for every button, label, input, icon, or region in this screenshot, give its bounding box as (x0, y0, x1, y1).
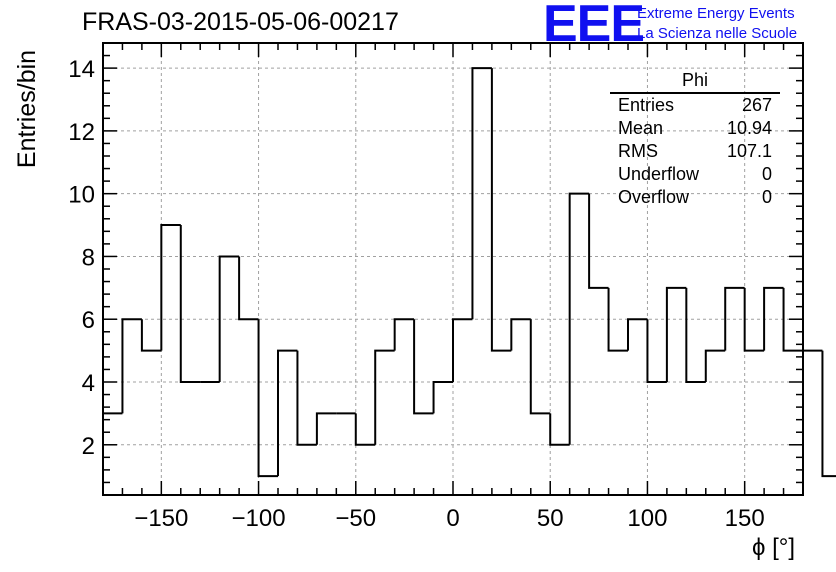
y-tick-label: 12 (68, 119, 95, 146)
stats-label: Entries (618, 95, 675, 115)
x-tick-label: 0 (446, 505, 459, 532)
histogram-bin (140, 319, 162, 352)
histogram-bin (315, 412, 337, 445)
stats-value: 10.94 (726, 118, 772, 138)
histogram-bin (529, 319, 551, 415)
histogram-bin (452, 318, 473, 382)
stats-label: RMS (618, 141, 658, 161)
histogram-bin (374, 349, 395, 445)
histogram-bin (743, 287, 765, 352)
histogram-bin (763, 286, 784, 351)
histogram-bars (103, 67, 836, 478)
y-tick-label: 10 (68, 182, 95, 209)
histogram-bin (627, 318, 648, 351)
stats-value: 0 (761, 187, 772, 207)
y-tick-label: 4 (82, 370, 95, 397)
histogram-bin (121, 318, 142, 414)
tick-marks (102, 42, 804, 496)
histogram-bin (821, 350, 836, 478)
histogram-bin (782, 287, 803, 352)
stats-label: Underflow (618, 164, 700, 184)
x-tick-label: −50 (335, 505, 376, 532)
chart-title: FRAS-03-2015-05-06-00217 (82, 8, 399, 36)
histogram-bin (607, 287, 628, 352)
stats-row-underflow: Underflow 0 (610, 163, 780, 186)
histogram-bin (238, 256, 259, 321)
histogram-bin (257, 319, 278, 478)
x-tick-label: −150 (134, 505, 188, 532)
x-tick-label: 50 (537, 505, 564, 532)
stats-row-mean: Mean 10.94 (610, 117, 780, 140)
histogram-bin (393, 318, 415, 351)
histogram-bin (179, 225, 201, 383)
logo-caption-line1: Extreme Energy Events (637, 5, 795, 22)
histogram-bin (549, 413, 570, 446)
stats-row-entries: Entries 267 (610, 94, 780, 117)
histogram-bin (704, 349, 726, 382)
y-tick-label: 6 (82, 307, 95, 334)
histogram-bin (685, 287, 706, 383)
stats-row-overflow: Overflow 0 (610, 186, 780, 209)
histogram-bin (432, 381, 453, 414)
y-tick-label: 14 (68, 56, 95, 83)
histogram-bin (218, 255, 240, 382)
histogram-bin (490, 68, 512, 352)
histogram-bin (471, 67, 492, 320)
x-tick-label: −100 (232, 505, 286, 532)
stats-title: Phi (610, 70, 780, 94)
histogram-bin (277, 349, 298, 477)
histogram-bin (413, 319, 434, 415)
histogram-bin (724, 286, 745, 351)
stats-row-rms: RMS 107.1 (610, 140, 780, 163)
x-tick-label: 150 (725, 505, 765, 532)
histogram-bin (588, 193, 609, 289)
histogram-bin (510, 318, 531, 351)
histogram-bin (354, 413, 376, 446)
logo-caption-line2: La Scienza nelle Scuole (637, 25, 798, 42)
tick-labels: −150 −100 −50 0 50 100 150 2 4 6 8 10 12 14 (68, 56, 764, 532)
stats-value: 0 (761, 164, 772, 184)
y-axis-label: Entries/bin (13, 49, 41, 169)
stats-value: 267 (741, 95, 772, 115)
stats-value: 107.1 (726, 141, 772, 161)
x-tick-label: 100 (627, 505, 667, 532)
histogram-bin (568, 192, 590, 445)
histogram-bin (665, 286, 687, 382)
histogram-bin (160, 224, 181, 351)
x-axis-label: ϕ [°] (752, 534, 796, 561)
stats-label: Mean (618, 118, 664, 138)
histogram-bin (646, 319, 667, 383)
logo-caption: Extreme Energy Events La Scienza nelle S… (637, 4, 797, 44)
y-tick-label: 8 (82, 244, 95, 271)
y-tick-label: 2 (82, 433, 95, 460)
eee-logo: EEE (543, 0, 645, 53)
histogram-bin (296, 350, 317, 446)
stats-label: Overflow (618, 187, 690, 207)
stats-box: Phi Entries 267 Mean 10.94 RMS 107.1 Und… (610, 70, 780, 209)
